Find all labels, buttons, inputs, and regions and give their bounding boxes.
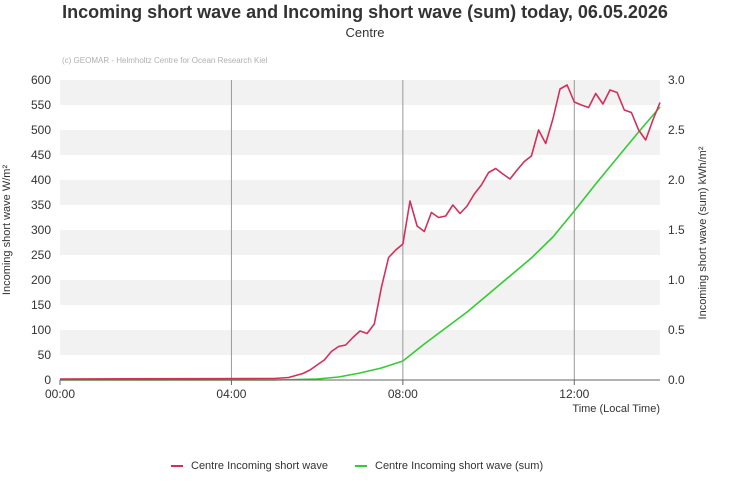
left-tick-label: 200 <box>31 273 51 287</box>
x-tick-label: 04:00 <box>216 387 246 401</box>
legend-item-series-1[interactable]: Centre Incoming short wave <box>171 460 328 472</box>
left-tick-label: 400 <box>31 173 51 187</box>
chart-title: Incoming short wave and Incoming short w… <box>62 2 668 22</box>
grid-bands <box>60 80 660 380</box>
chart-subtitle: Centre <box>345 25 384 40</box>
right-tick-label: 1.5 <box>668 223 685 237</box>
grid-band <box>60 105 660 130</box>
grid-band <box>60 305 660 330</box>
grid-band <box>60 205 660 230</box>
series-line-sum <box>60 106 661 381</box>
right-tick-label: 2.5 <box>668 123 685 137</box>
grid-band <box>60 355 660 380</box>
right-tick-label: 0.0 <box>668 373 685 387</box>
left-tick-label: 300 <box>31 223 51 237</box>
legend-item-series-2[interactable]: Centre Incoming short wave (sum) <box>355 460 543 472</box>
left-tick-label: 500 <box>31 123 51 137</box>
grid-band <box>60 130 660 155</box>
right-tick-label: 3.0 <box>668 73 685 87</box>
right-axis-title: Incoming short wave (sum) kWh/m² <box>697 146 709 319</box>
x-tick-label: 00:00 <box>45 387 75 401</box>
grid-band <box>60 180 660 205</box>
left-tick-label: 450 <box>31 148 51 162</box>
x-axis-title: Time (Local Time) <box>572 403 660 415</box>
left-tick-label: 600 <box>31 73 51 87</box>
grid-band <box>60 255 660 280</box>
grid-band <box>60 280 660 305</box>
left-tick-label: 250 <box>31 248 51 262</box>
left-tick-label: 350 <box>31 198 51 212</box>
vertical-gridlines <box>230 80 575 380</box>
grid-band <box>60 330 660 355</box>
x-tick-label: 12:00 <box>559 387 589 401</box>
series-layer <box>59 84 661 381</box>
legend-label-series-2: Centre Incoming short wave (sum) <box>375 460 543 472</box>
left-tick-label: 150 <box>31 298 51 312</box>
x-tick-label: 08:00 <box>388 387 418 401</box>
left-axis-title: Incoming short wave W/m² <box>1 165 13 296</box>
chart-credit: (c) GEOMAR - Helmholtz Centre for Ocean … <box>62 56 268 65</box>
right-tick-label: 1.0 <box>668 273 685 287</box>
left-axis-ticks: 0 50 100 150 200 250 300 350 400 450 500 550 600 <box>31 73 51 387</box>
x-axis-ticks: 00:00 04:00 08:00 12:00 <box>45 380 590 401</box>
grid-band <box>60 230 660 255</box>
series-line-short-wave <box>59 84 661 380</box>
grid-band <box>60 155 660 180</box>
grid-band <box>60 80 660 105</box>
legend-label-series-1: Centre Incoming short wave <box>191 460 328 472</box>
left-tick-label: 100 <box>31 323 51 337</box>
left-tick-label: 50 <box>38 348 52 362</box>
legend: Centre Incoming short wave Centre Incomi… <box>171 460 543 472</box>
right-axis-ticks: 0.0 0.5 1.0 1.5 2.0 2.5 3.0 <box>668 73 685 387</box>
right-tick-label: 2.0 <box>668 173 685 187</box>
right-tick-label: 0.5 <box>668 323 685 337</box>
left-tick-label: 550 <box>31 98 51 112</box>
left-tick-label: 0 <box>44 373 51 387</box>
